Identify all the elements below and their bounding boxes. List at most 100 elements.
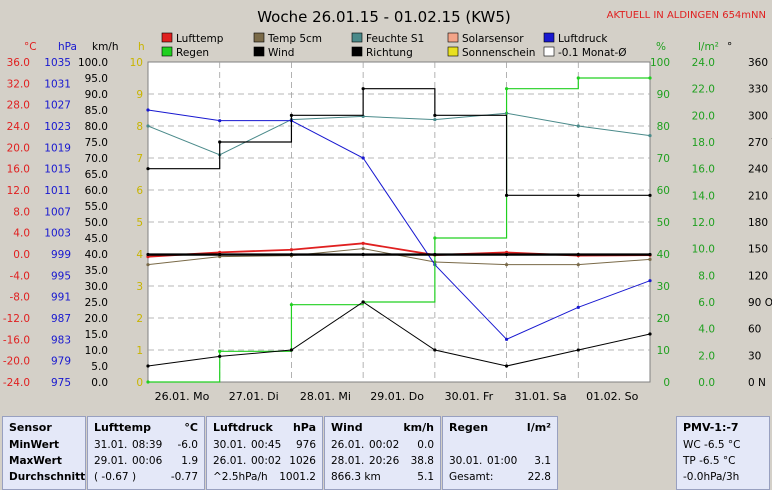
- axis-tick-kmh-15: 25.0: [85, 297, 108, 309]
- axis-unit-h: h: [138, 41, 145, 53]
- wind-min-time: 00:02: [369, 439, 400, 451]
- series-point: [648, 332, 652, 336]
- axis-tick-lm2-3: 18.0: [692, 137, 715, 149]
- series-point: [576, 263, 580, 267]
- series-point: [361, 252, 365, 257]
- axis-tick-kmh-2: 90.0: [85, 89, 108, 101]
- axes: °C36.032.028.024.020.016.012.08.04.00.0-…: [3, 41, 772, 389]
- lufttemp-max-time: 00:06: [132, 455, 163, 467]
- series-point: [576, 305, 580, 309]
- x-label-2: 28.01. Mi: [300, 390, 351, 403]
- series-point: [361, 156, 365, 160]
- axis-tick-deg-8: 120: [748, 270, 768, 282]
- series-point: [218, 349, 222, 353]
- axis-tick-hpa-8: 1003: [44, 228, 71, 240]
- sensor-title: Sensor: [9, 421, 52, 434]
- series-point: [218, 354, 222, 358]
- axis-tick-percent-5: 50: [657, 217, 670, 229]
- x-axis-labels: 26.01. Mo 27.01. Di 28.01. Mi 29.01. Do 30.0…: [155, 390, 639, 403]
- lufttemp-max-val: 1.9: [181, 455, 198, 467]
- series-point: [433, 113, 437, 117]
- series-point: [146, 108, 150, 112]
- axis-tick-deg-9: 90 O: [748, 297, 772, 309]
- series-point: [361, 241, 365, 245]
- series-point: [146, 124, 150, 128]
- series-point: [648, 193, 652, 197]
- series-line-regen: [148, 77, 650, 383]
- regen-unit: l/m²: [526, 421, 551, 434]
- axis-tick-h-7: 3: [136, 281, 143, 293]
- axis-tick-kmh-8: 60.0: [85, 185, 108, 197]
- location-note: AKTUELL IN ALDINGEN 654mNN: [607, 10, 766, 21]
- axis-tick-h-4: 6: [136, 185, 143, 197]
- axis-tick-deg-1: 330: [748, 84, 768, 96]
- axis-tick-deg-7: 150: [748, 244, 768, 256]
- lufttemp-min-date: 31.01.: [94, 439, 128, 451]
- series-point: [504, 263, 509, 267]
- wind-unit: km/h: [403, 421, 434, 434]
- axis-tick-celsius-1: 32.0: [7, 78, 30, 90]
- axis-tick-percent-0: 100: [650, 57, 670, 69]
- series-point: [289, 113, 294, 117]
- axis-tick-h-3: 7: [136, 153, 143, 165]
- axis-tick-kmh-9: 55.0: [85, 201, 108, 213]
- lufttemp-panel: Lufttemp °C 31.01. 08:39 -6.0 29.01. 00:…: [87, 416, 205, 490]
- axis-tick-h-0: 10: [130, 57, 143, 69]
- axis-tick-percent-8: 20: [657, 313, 670, 325]
- axis-tick-kmh-19: 5.0: [91, 361, 108, 373]
- weather-chart: Woche 26.01.15 - 01.02.15 (KW5) AKTUELL …: [2, 8, 772, 403]
- wind-max-val: 38.8: [410, 455, 434, 467]
- luftdruck-max-date: 26.01.: [213, 455, 247, 467]
- x-label-4: 30.01. Fr: [445, 390, 494, 403]
- axis-tick-celsius-12: -12.0: [3, 313, 30, 325]
- x-label-0: 26.01. Mo: [155, 390, 210, 403]
- axis-tick-lm2-11: 2.0: [698, 350, 715, 362]
- axis-tick-celsius-13: -16.0: [3, 334, 30, 346]
- series-point: [289, 252, 294, 257]
- axis-tick-hpa-14: 979: [51, 356, 71, 368]
- regen-panel: Regen l/m² 30.01. 01:00 3.1 Gesamt: 22.8: [442, 416, 558, 490]
- axis-tick-lm2-2: 20.0: [692, 110, 715, 122]
- axis-tick-percent-9: 10: [657, 345, 670, 357]
- series-point: [433, 236, 437, 240]
- axis-tick-hpa-9: 999: [51, 249, 71, 261]
- axis-unit-lm2: l/m²: [698, 41, 719, 53]
- series-point: [146, 252, 150, 257]
- series-point: [576, 348, 580, 352]
- wind-min-val: 0.0: [417, 439, 434, 451]
- axis-tick-kmh-0: 100.0: [78, 57, 108, 69]
- pmv-dewpoint: TP -6.5 °C: [683, 455, 736, 467]
- series-point: [504, 193, 509, 197]
- axis-tick-kmh-18: 10.0: [85, 345, 108, 357]
- row-label-avg: Durchschnitt: [9, 471, 86, 483]
- regen-title: Regen: [449, 421, 489, 434]
- regen-total-val: 22.8: [527, 471, 551, 483]
- pmv-panel: PMV-1:-7 WC -6.5 °C TP -6.5 °C -0.0hPa/3…: [676, 416, 770, 490]
- axis-tick-celsius-9: 0.0: [13, 249, 30, 261]
- row-label-max: MaxWert: [9, 455, 62, 467]
- axis-tick-lm2-10: 4.0: [698, 324, 715, 336]
- wind-max-date: 28.01.: [331, 455, 365, 467]
- regen-max-date: 30.01.: [449, 455, 483, 467]
- luftdruck-title: Luftdruck: [213, 421, 273, 434]
- axis-tick-celsius-3: 24.0: [7, 121, 30, 133]
- axis-tick-lm2-12: 0.0: [698, 377, 715, 389]
- legend-swatch-1: [253, 32, 265, 43]
- axis-tick-percent-10: 0: [663, 377, 670, 389]
- axis-tick-percent-7: 30: [657, 281, 670, 293]
- legend-swatch-9: [543, 46, 555, 57]
- legend-swatch-8: [447, 46, 459, 57]
- axis-tick-h-6: 4: [136, 249, 143, 261]
- series-point: [504, 337, 509, 341]
- lufttemp-min-val: -6.0: [177, 439, 199, 451]
- pmv-pressure-trend: -0.0hPa/3h: [683, 471, 740, 483]
- axis-tick-kmh-16: 20.0: [85, 313, 108, 325]
- axis-tick-kmh-11: 45.0: [85, 233, 108, 245]
- axis-tick-celsius-8: 4.0: [13, 228, 30, 240]
- axis-tick-deg-5: 210: [748, 190, 768, 202]
- axis-tick-celsius-6: 12.0: [7, 185, 30, 197]
- luftdruck-avg-val: 1001.2: [279, 471, 316, 483]
- axis-unit-hpa: hPa: [58, 41, 77, 53]
- series-point: [361, 300, 365, 304]
- series: [146, 76, 652, 384]
